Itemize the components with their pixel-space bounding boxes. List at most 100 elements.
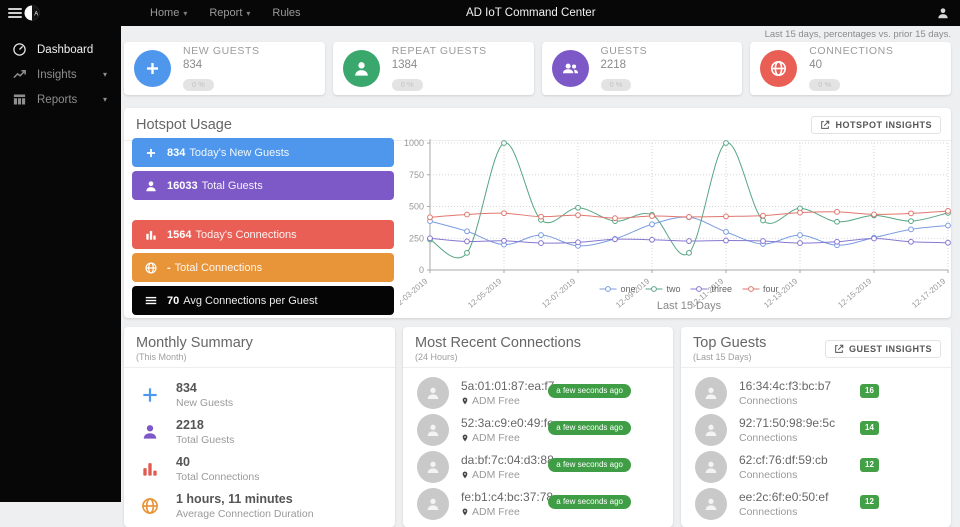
guest-row: 92:71:50:98:9e:5c Connections 14 — [695, 413, 941, 446]
svg-text:12-05-2019: 12-05-2019 — [466, 276, 504, 310]
avatar — [695, 487, 727, 520]
summary-value: 40 — [176, 455, 190, 469]
menu-item-home[interactable]: Home ▾ — [150, 7, 187, 19]
trend-badge: 0 % — [600, 79, 632, 91]
sidebar: Dashboard Insights ▾ Reports ▾ — [0, 0, 121, 502]
stat-card-connections: CONNECTIONS 40 0 % — [750, 42, 951, 95]
time-badge: a few seconds ago — [548, 495, 631, 509]
globe-icon — [145, 261, 157, 274]
mac-address: da:bf:7c:04:d3:88 — [461, 452, 554, 467]
chart-line-icon — [13, 70, 26, 79]
external-link-icon — [835, 344, 844, 353]
chevron-down-icon: ▾ — [246, 8, 251, 18]
location-label: ADM Free — [472, 394, 520, 407]
time-badge: a few seconds ago — [548, 458, 631, 472]
globe-icon — [760, 50, 798, 87]
person-icon — [342, 50, 380, 87]
time-badge: a few seconds ago — [548, 421, 631, 435]
legend-item[interactable]: two — [645, 284, 681, 294]
top-navbar: A Home ▾ Report ▾ Rules AD IoT Command Cen… — [0, 0, 960, 26]
dashboard-icon — [13, 43, 26, 56]
legend-item[interactable]: three — [690, 284, 732, 294]
time-badge: a few seconds ago — [548, 384, 631, 398]
panel-title: Monthly Summary — [136, 335, 253, 351]
svg-text:500: 500 — [409, 202, 424, 212]
plus-icon — [134, 50, 171, 87]
button-label: Total Guests — [201, 179, 263, 192]
connection-count-badge: 12 — [860, 458, 879, 472]
stat-title: GUESTS — [600, 45, 648, 57]
summary-label: New Guests — [176, 397, 234, 409]
menu-item-report[interactable]: Report ▾ — [209, 7, 250, 19]
sidebar-item-dashboard[interactable]: Dashboard — [0, 37, 121, 62]
legend-item[interactable]: one — [599, 284, 635, 294]
connection-row: fe:b1:c4:bc:37:78 ADM Free a few seconds… — [417, 487, 663, 520]
button-value: 16033 — [167, 179, 198, 192]
sidebar-item-label: Reports — [37, 93, 78, 106]
button-value: 1564 — [167, 228, 192, 241]
mac-address: 52:3a:c9:e0:49:fe — [461, 415, 554, 430]
avatar — [695, 450, 727, 483]
connection-row: 52:3a:c9:e0:49:fe ADM Free a few seconds… — [417, 413, 663, 446]
plus-icon — [146, 148, 156, 157]
svg-text:A: A — [34, 11, 38, 17]
legend-item[interactable]: four — [742, 284, 779, 294]
map-pin-icon — [462, 471, 468, 478]
user-icon[interactable] — [936, 6, 950, 20]
button-value: - — [167, 261, 171, 274]
top-guests-panel: Top Guests (Last 15 Days) GUEST INSIGHTS… — [681, 327, 951, 527]
comparison-note: Last 15 days, percentages vs. prior 15 d… — [764, 29, 951, 40]
panel-subtitle: (Last 15 Days) — [693, 352, 752, 362]
summary-label: Average Connection Duration — [176, 508, 314, 520]
button-label: Today's New Guests — [189, 146, 290, 159]
summary-value: 2218 — [176, 418, 204, 432]
chevron-down-icon: ▾ — [183, 8, 188, 18]
map-pin-icon — [462, 434, 468, 441]
hotspot-usage-chart: 0 250 500 750 1000 12-03-2019 12-05-2019 12-07-… — [392, 135, 951, 317]
todays-new-guests-button[interactable]: 834 Today's New Guests — [132, 138, 394, 167]
avg-connections-button[interactable]: 70 Avg Connections per Guest — [132, 286, 394, 315]
table-columns-icon — [13, 94, 26, 105]
menu-item-rules[interactable]: Rules — [272, 7, 300, 19]
svg-text:12-07-2019: 12-07-2019 — [540, 276, 578, 310]
panel-subtitle: (This Month) — [136, 352, 187, 362]
globe-icon — [138, 494, 162, 518]
summary-item-avg-duration: 1 hours, 11 minutes Average Connection Du… — [138, 491, 383, 521]
button-value: 834 — [167, 146, 186, 159]
stat-title: REPEAT GUESTS — [391, 45, 487, 57]
svg-text:1000: 1000 — [404, 138, 424, 148]
sidebar-item-reports[interactable]: Reports ▾ — [0, 87, 121, 112]
stat-card-guests: GUESTS 2218 0 % — [541, 42, 743, 95]
list-icon — [145, 296, 157, 304]
person-icon — [138, 420, 162, 444]
summary-value: 834 — [176, 381, 197, 395]
location-label: ADM Free — [472, 431, 520, 444]
stat-title: CONNECTIONS — [809, 45, 894, 57]
hamburger-menu-icon[interactable] — [8, 8, 22, 18]
stat-value: 2218 — [600, 59, 627, 71]
avatar — [417, 413, 449, 446]
summary-item-total-connections: 40 Total Connections — [138, 454, 383, 484]
hotspot-insights-button[interactable]: HOTSPOT INSIGHTS — [811, 116, 941, 134]
stat-cards-row: NEW GUESTS 834 0 % REPEAT GUESTS 1384 0 … — [124, 42, 951, 95]
sidebar-item-label: Dashboard — [37, 43, 94, 56]
stat-card-new-guests: NEW GUESTS 834 0 % — [124, 42, 325, 95]
chart-legend[interactable]: one two three four — [599, 284, 779, 294]
trend-badge: 0 % — [809, 79, 841, 91]
stat-value: 834 — [183, 59, 203, 71]
sidebar-item-insights[interactable]: Insights ▾ — [0, 62, 121, 87]
avatar — [695, 376, 727, 409]
total-guests-button[interactable]: 16033 Total Guests — [132, 171, 394, 200]
people-icon — [551, 50, 589, 87]
guest-insights-button[interactable]: GUEST INSIGHTS — [824, 339, 941, 358]
total-connections-button[interactable]: - Total Connections — [132, 253, 394, 282]
summary-item-new-guests: 834 New Guests — [138, 380, 383, 410]
todays-connections-button[interactable]: 1564 Today's Connections — [132, 220, 394, 249]
mac-address: ee:2c:6f:e0:50:ef — [739, 489, 829, 504]
button-label: Today's Connections — [195, 228, 297, 241]
button-label: Total Connections — [174, 261, 263, 274]
guest-insights-label: GUEST INSIGHTS — [848, 343, 932, 354]
menu-item-home-label: Home — [150, 7, 180, 19]
chevron-down-icon: ▾ — [102, 70, 107, 79]
svg-text:0: 0 — [419, 265, 424, 275]
